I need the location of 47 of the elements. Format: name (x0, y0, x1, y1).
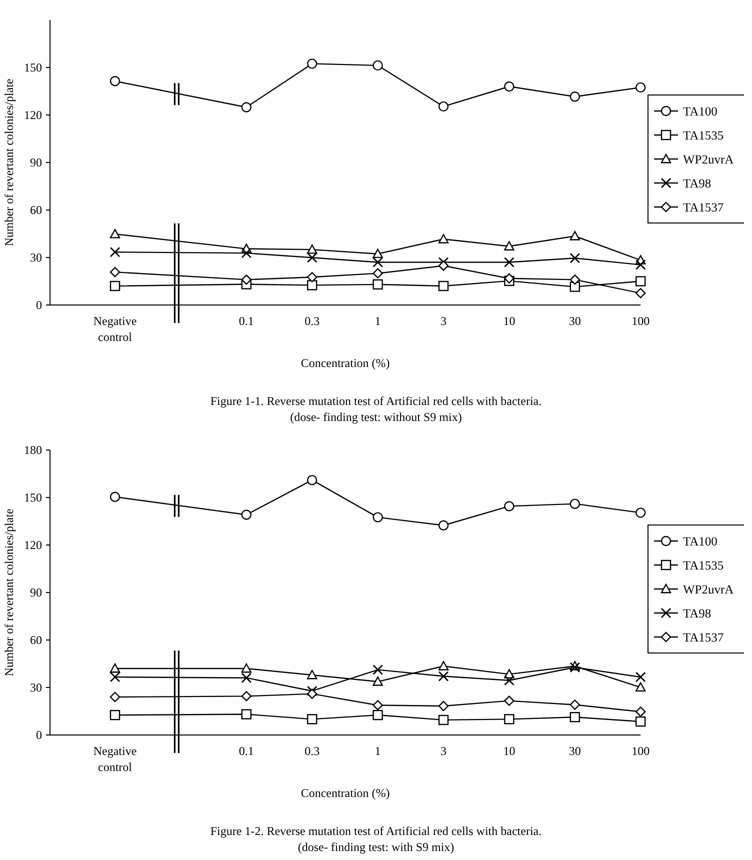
x-tick-label: 10 (503, 314, 516, 328)
x-tick-label: 3 (440, 314, 446, 328)
legend-label: TA1537 (683, 630, 724, 644)
x-tick-label: 1 (374, 314, 381, 328)
legend-label: TA100 (683, 104, 718, 118)
x-tick-label: 30 (568, 744, 581, 758)
x-tick-label: 100 (632, 314, 650, 328)
x-tick-label: 0.3 (304, 744, 320, 758)
y-tick-label: 180 (24, 443, 42, 458)
text: (dose- finding test: with S9 mix) (298, 840, 454, 854)
x-tick-label: Negative control (93, 744, 137, 774)
x-tick-label: 100 (632, 744, 650, 758)
y-axis-title: Number of revertant colonies/plate (2, 78, 16, 246)
legend-label: TA1535 (683, 128, 724, 142)
x-axis-title: Concentration (%) (300, 356, 390, 370)
y-tick-label: 120 (24, 108, 42, 122)
y-tick-label: 150 (24, 490, 42, 505)
y-axis-title: Number of revertant colonies/plate (2, 508, 16, 676)
text: (dose- finding test: without S9 mix) (290, 410, 462, 424)
y-tick-label: 60 (30, 633, 42, 648)
legend-label: TA1535 (683, 558, 724, 572)
y-tick-label: 150 (24, 60, 42, 75)
x-tick-label: 0.1 (238, 744, 254, 758)
text: Figure 1-1. Reverse mutation test of Artificial red cells with bacteria. (210, 394, 542, 408)
x-tick-label: Negative control (93, 314, 137, 344)
y-tick-label: 90 (30, 586, 42, 600)
legend-label: TA100 (683, 534, 718, 548)
legend-label: TA1537 (683, 200, 724, 214)
x-tick-label: 1 (374, 744, 381, 758)
y-tick-label: 0 (36, 728, 42, 742)
x-tick-label: 10 (503, 744, 516, 758)
y-tick-label: 90 (30, 156, 42, 170)
legend-label: WP2uvrA (683, 582, 734, 596)
y-tick-label: 30 (30, 250, 42, 265)
legend-label: WP2uvrA (683, 152, 734, 166)
text: Figure 1-2. Reverse mutation test of Artificial red cells with bacteria. (210, 824, 542, 838)
x-tick-label: 30 (568, 314, 581, 328)
x-tick-label: 0.3 (304, 314, 320, 328)
x-tick-label: 0.1 (238, 314, 254, 328)
legend-label: TA98 (683, 606, 712, 620)
y-tick-label: 0 (36, 298, 42, 312)
y-tick-label: 120 (24, 538, 42, 552)
y-tick-label: 60 (30, 203, 42, 218)
y-tick-label: 30 (30, 680, 42, 695)
legend-label: TA98 (683, 176, 712, 190)
x-tick-label: 3 (440, 744, 446, 758)
x-axis-title: Concentration (%) (300, 786, 390, 800)
